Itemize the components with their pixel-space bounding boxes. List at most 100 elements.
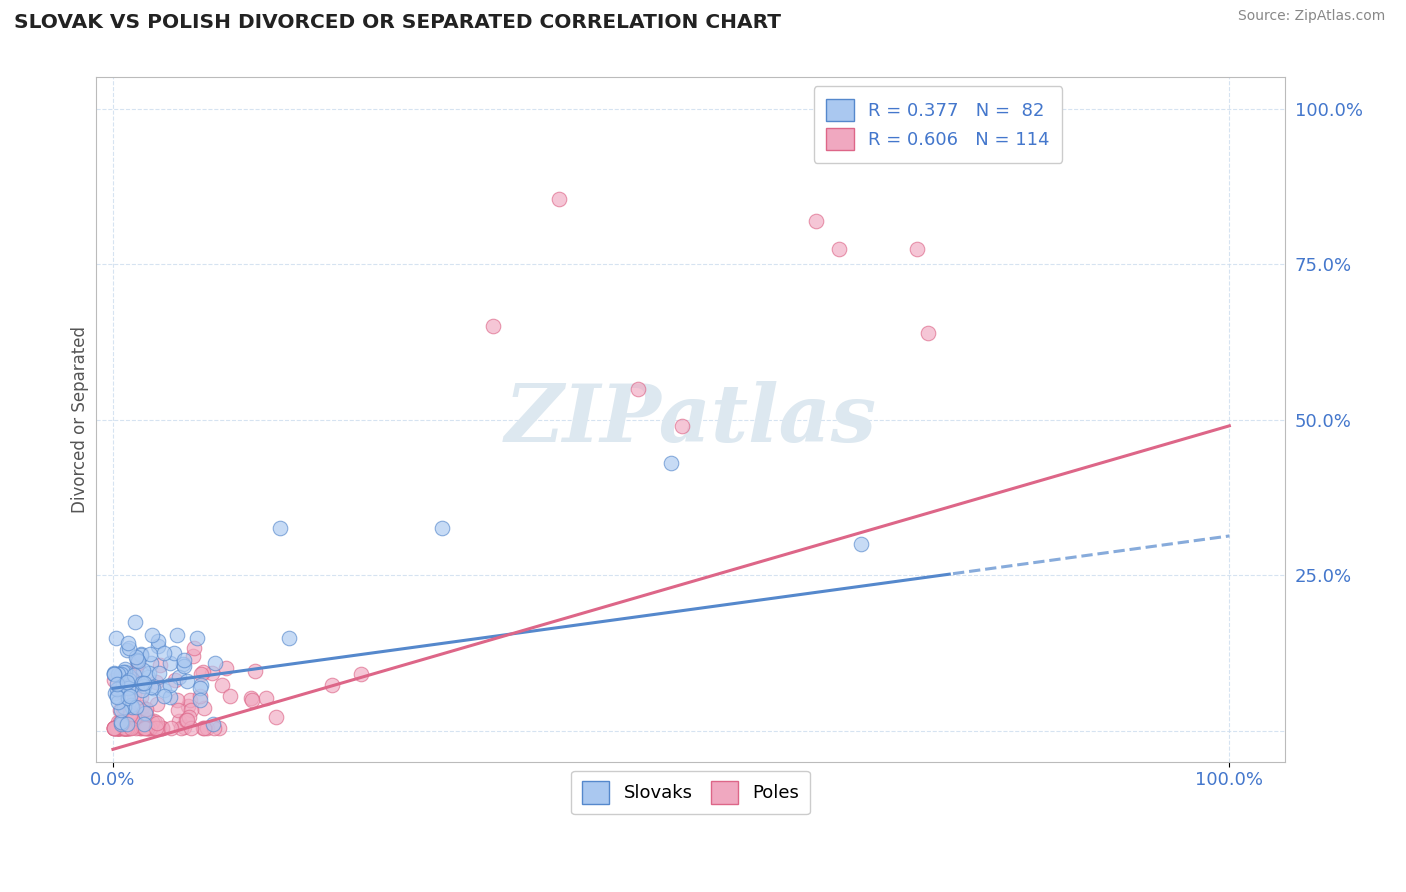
- Point: [110, 715, 132, 730]
- Point: [159, 678, 181, 692]
- Point: [166, 703, 188, 717]
- Point: [201, 717, 224, 731]
- Point: [138, 721, 160, 735]
- Point: [108, 721, 131, 735]
- Point: [104, 686, 127, 700]
- Point: [132, 721, 155, 735]
- Point: [141, 657, 163, 671]
- Point: [114, 721, 136, 735]
- Point: [240, 690, 263, 705]
- Point: [125, 721, 148, 735]
- Point: [121, 700, 143, 714]
- Point: [115, 717, 138, 731]
- Point: [112, 700, 135, 714]
- Point: [146, 639, 169, 653]
- Text: ZIPatlas: ZIPatlas: [505, 381, 877, 458]
- Point: [122, 675, 145, 690]
- Point: [112, 721, 135, 735]
- Point: [849, 537, 872, 551]
- Point: [114, 721, 136, 735]
- Point: [117, 721, 139, 735]
- Text: SLOVAK VS POLISH DIVORCED OR SEPARATED CORRELATION CHART: SLOVAK VS POLISH DIVORCED OR SEPARATED C…: [14, 13, 782, 32]
- Point: [548, 192, 571, 206]
- Point: [110, 666, 132, 681]
- Point: [108, 702, 131, 716]
- Point: [432, 521, 454, 535]
- Point: [193, 700, 215, 714]
- Point: [141, 721, 163, 735]
- Point: [118, 721, 141, 735]
- Point: [136, 670, 159, 684]
- Point: [139, 691, 162, 706]
- Point: [131, 648, 153, 662]
- Point: [108, 684, 131, 698]
- Point: [107, 721, 129, 735]
- Point: [111, 665, 134, 680]
- Point: [190, 678, 212, 692]
- Point: [134, 717, 156, 731]
- Point: [160, 721, 183, 735]
- Point: [112, 721, 135, 735]
- Point: [103, 666, 125, 681]
- Point: [827, 242, 849, 256]
- Point: [254, 691, 277, 706]
- Point: [176, 699, 198, 714]
- Point: [172, 657, 194, 672]
- Point: [215, 661, 238, 675]
- Point: [103, 721, 125, 735]
- Point: [127, 717, 149, 731]
- Point: [105, 689, 128, 703]
- Legend: Slovaks, Poles: Slovaks, Poles: [571, 771, 810, 814]
- Point: [149, 657, 172, 672]
- Point: [145, 721, 167, 735]
- Point: [107, 695, 129, 709]
- Point: [115, 688, 138, 702]
- Point: [127, 653, 149, 667]
- Point: [103, 721, 125, 735]
- Point: [118, 668, 141, 682]
- Point: [108, 681, 131, 696]
- Point: [266, 710, 288, 724]
- Point: [180, 721, 202, 735]
- Point: [111, 715, 134, 730]
- Point: [107, 667, 129, 681]
- Point: [114, 721, 136, 735]
- Point: [177, 709, 200, 723]
- Point: [110, 717, 132, 731]
- Point: [125, 700, 148, 714]
- Point: [125, 649, 148, 664]
- Point: [124, 615, 146, 630]
- Point: [173, 653, 195, 667]
- Point: [117, 691, 139, 706]
- Point: [103, 673, 125, 687]
- Point: [179, 693, 201, 707]
- Point: [139, 681, 162, 695]
- Point: [166, 628, 188, 642]
- Point: [193, 721, 215, 735]
- Point: [905, 242, 928, 256]
- Point: [195, 721, 218, 735]
- Point: [114, 662, 136, 676]
- Point: [204, 656, 226, 670]
- Point: [131, 714, 153, 729]
- Point: [103, 666, 125, 681]
- Point: [103, 666, 125, 681]
- Point: [117, 721, 139, 735]
- Point: [146, 716, 169, 731]
- Point: [134, 721, 156, 735]
- Point: [122, 688, 145, 702]
- Point: [167, 669, 190, 683]
- Point: [132, 675, 155, 690]
- Point: [134, 706, 156, 720]
- Point: [806, 213, 828, 227]
- Point: [176, 713, 198, 727]
- Point: [115, 675, 138, 690]
- Point: [131, 663, 153, 677]
- Point: [152, 690, 174, 704]
- Point: [107, 721, 129, 735]
- Point: [163, 646, 186, 660]
- Point: [118, 673, 141, 687]
- Point: [115, 721, 138, 735]
- Point: [202, 721, 225, 735]
- Point: [917, 326, 939, 340]
